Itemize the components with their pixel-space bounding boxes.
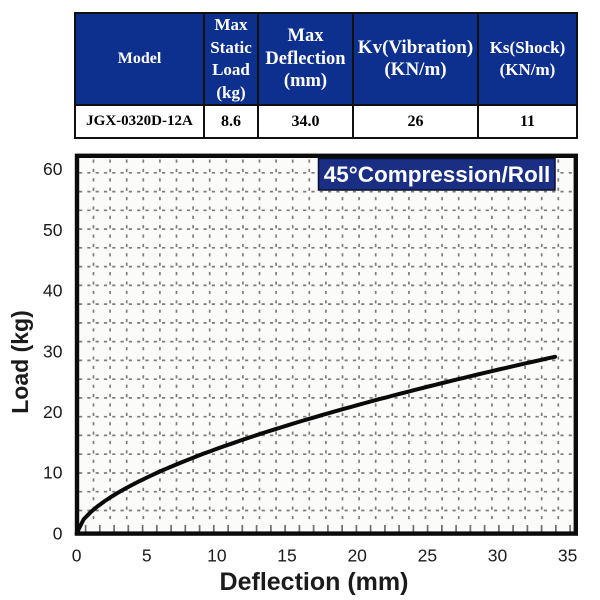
- svg-text:35: 35: [558, 546, 577, 566]
- svg-text:5: 5: [142, 546, 152, 566]
- svg-text:25: 25: [418, 546, 437, 566]
- svg-text:Load (kg): Load (kg): [7, 310, 33, 414]
- svg-text:45°Compression/Roll: 45°Compression/Roll: [324, 162, 551, 187]
- svg-text:60: 60: [43, 159, 63, 179]
- svg-text:Deflection (mm): Deflection (mm): [220, 568, 409, 596]
- svg-text:10: 10: [207, 546, 227, 566]
- svg-text:10: 10: [43, 463, 63, 483]
- svg-text:0: 0: [72, 546, 82, 566]
- svg-text:40: 40: [43, 281, 63, 301]
- svg-text:30: 30: [43, 341, 63, 361]
- svg-text:15: 15: [277, 546, 296, 566]
- svg-text:0: 0: [53, 523, 63, 543]
- svg-text:20: 20: [43, 402, 63, 422]
- svg-text:50: 50: [43, 220, 63, 240]
- svg-text:20: 20: [347, 546, 367, 566]
- svg-text:30: 30: [488, 546, 508, 566]
